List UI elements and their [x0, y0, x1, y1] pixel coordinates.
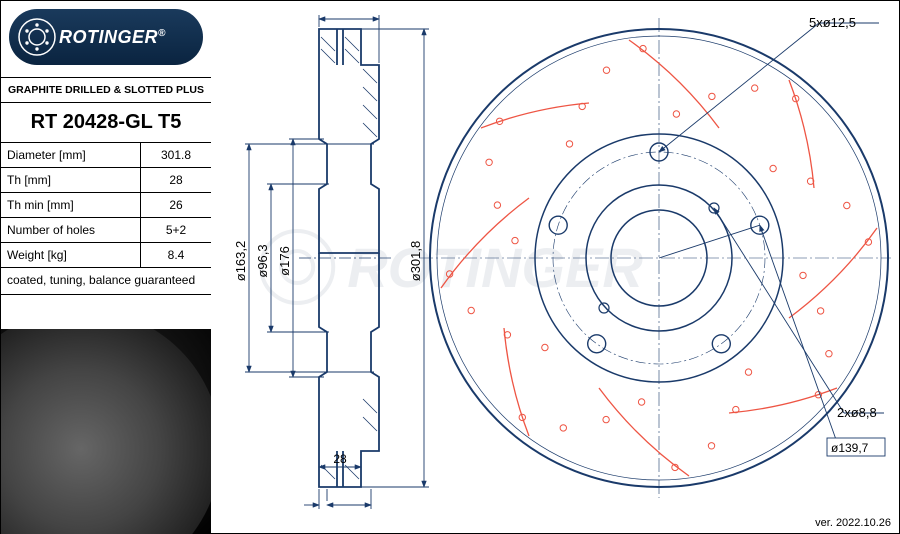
svg-text:8: 8 [306, 508, 313, 509]
spec-title: GRAPHITE DRILLED & SLOTTED PLUS [1, 78, 211, 102]
spec-note: coated, tuning, balance guaranteed [1, 268, 211, 294]
spec-value: 26 [141, 193, 211, 217]
svg-text:ø163,2: ø163,2 [233, 241, 248, 281]
spec-label: Weight [kg] [1, 243, 141, 267]
technical-drawing: ø176 ø96,3 ø163,2 8 46 28 [219, 9, 891, 509]
spec-row: Th [mm] 28 [1, 168, 211, 193]
spec-value: 301.8 [141, 143, 211, 167]
brand-name: ROTINGER® [59, 27, 166, 48]
product-photo [1, 329, 211, 534]
spec-row: Number of holes 5+2 [1, 218, 211, 243]
spec-label: Diameter [mm] [1, 143, 141, 167]
spec-row: Diameter [mm] 301.8 [1, 143, 211, 168]
spec-label: Number of holes [1, 218, 141, 242]
logo-disc-icon [17, 17, 57, 57]
spec-label: Th [mm] [1, 168, 141, 192]
version-label: ver. 2022.10.26 [815, 517, 891, 529]
side-view: ø176 ø96,3 ø163,2 8 46 28 [233, 15, 394, 509]
part-number: RT 20428-GL T5 [1, 103, 211, 142]
svg-text:ø301,8: ø301,8 [408, 241, 423, 281]
svg-text:ø96,3: ø96,3 [255, 244, 270, 277]
svg-text:5xø12,5: 5xø12,5 [809, 15, 856, 30]
front-view [419, 18, 891, 498]
svg-text:ø139,7: ø139,7 [831, 441, 869, 455]
svg-text:28: 28 [333, 452, 347, 466]
spec-value: 5+2 [141, 218, 211, 242]
svg-text:ø176: ø176 [277, 246, 292, 276]
spec-label: Th min [mm] [1, 193, 141, 217]
svg-text:2xø8,8: 2xø8,8 [837, 405, 877, 420]
spec-value: 8.4 [141, 243, 211, 267]
spec-row: Th min [mm] 26 [1, 193, 211, 218]
spec-value: 28 [141, 168, 211, 192]
spec-table: GRAPHITE DRILLED & SLOTTED PLUS RT 20428… [1, 77, 211, 295]
svg-text:46: 46 [342, 508, 356, 509]
spec-row: Weight [kg] 8.4 [1, 243, 211, 268]
brand-logo: ROTINGER® [9, 9, 203, 65]
page-root: ROTINGER® GRAPHITE DRILLED & SLOTTED PLU… [0, 0, 900, 534]
